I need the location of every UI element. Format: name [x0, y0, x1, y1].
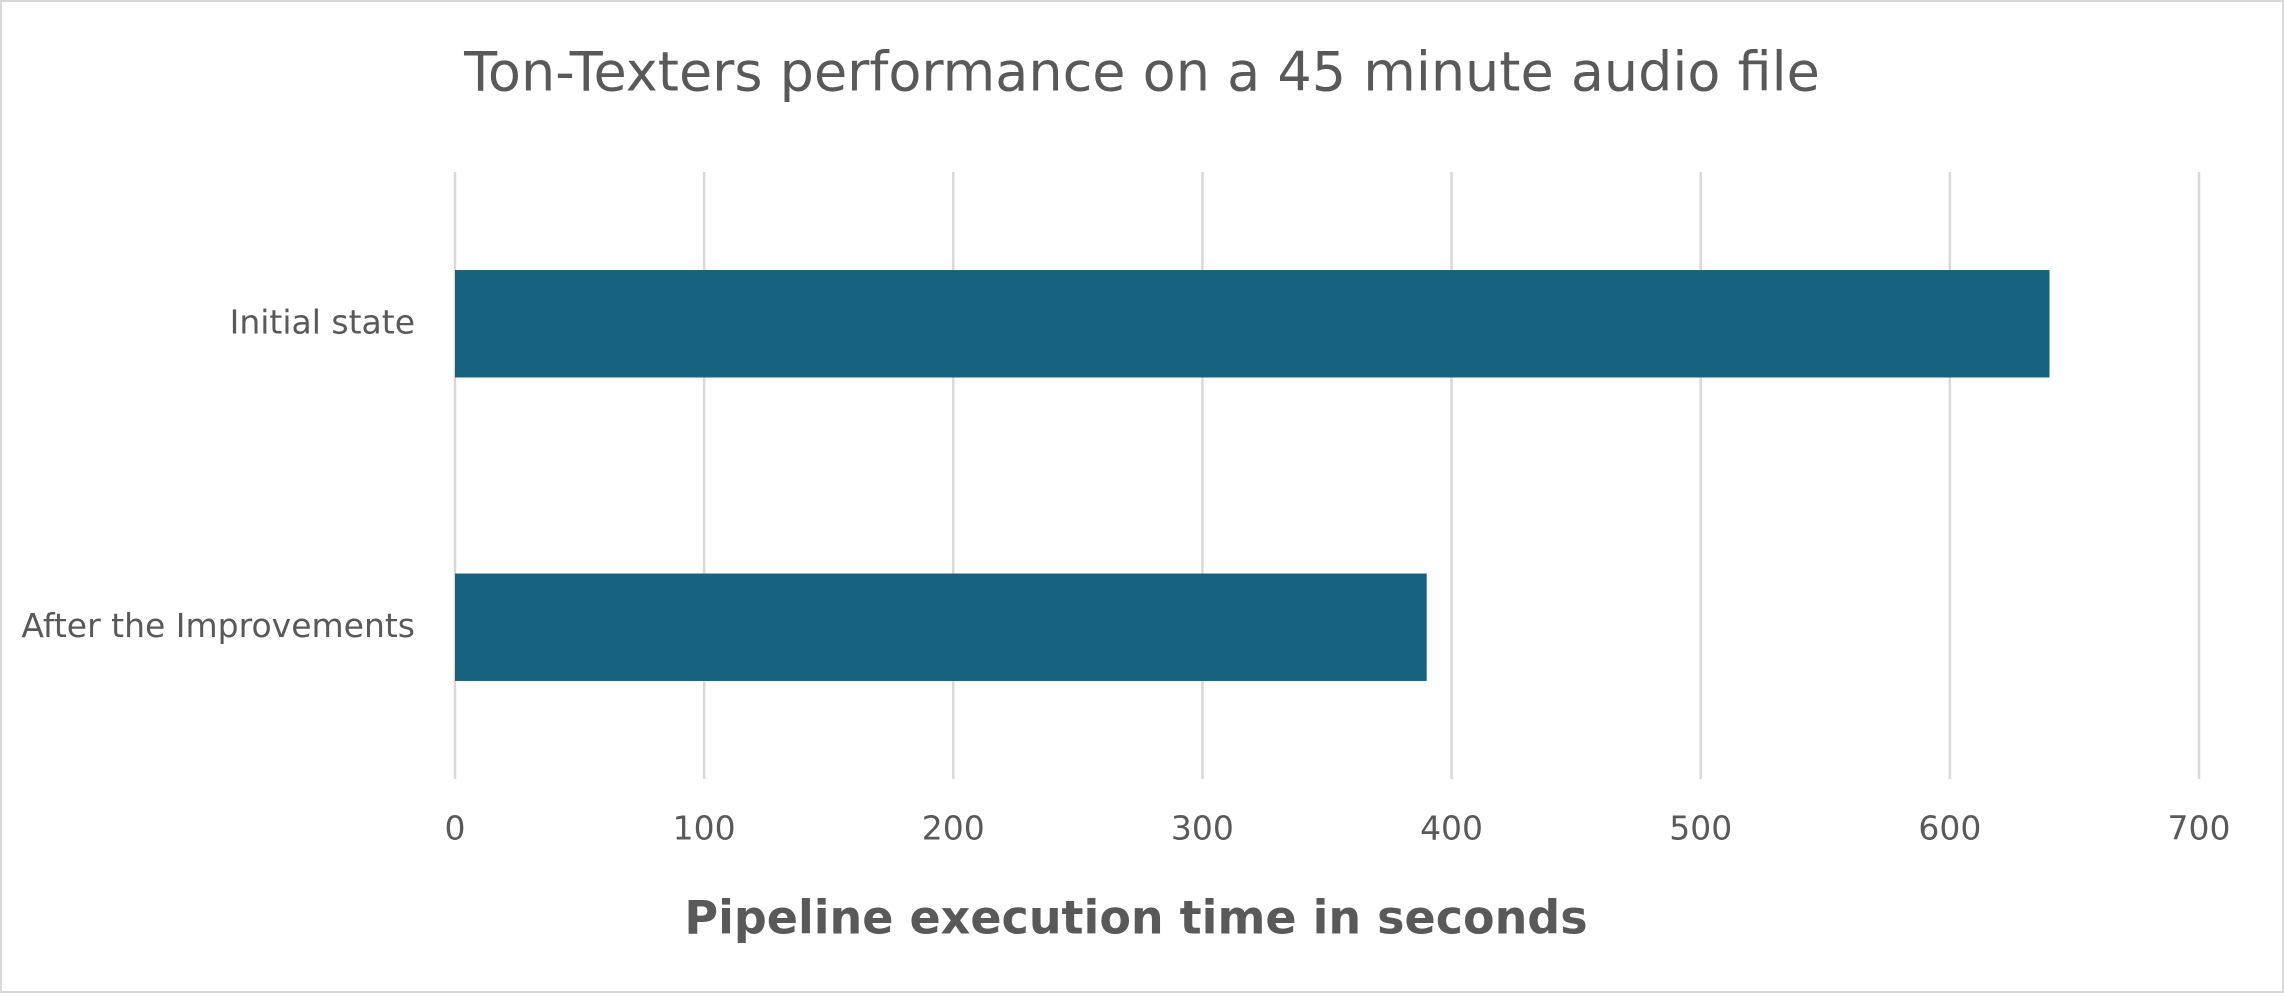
x-tick-label: 700 [2168, 809, 2231, 848]
x-tick-label: 100 [673, 809, 736, 848]
x-tick-label: 500 [1669, 809, 1732, 848]
x-tick-label: 200 [922, 809, 985, 848]
chart-title: Ton-Texters performance on a 45 minute a… [463, 41, 1820, 104]
bar [455, 573, 1427, 681]
x-tick-label: 300 [1171, 809, 1234, 848]
y-tick-label: After the Improvements [21, 606, 415, 645]
x-tick-label: 400 [1420, 809, 1483, 848]
x-axis-title: Pipeline execution time in seconds [684, 891, 1587, 945]
bar [455, 270, 2050, 378]
y-tick-label: Initial state [230, 302, 415, 341]
x-tick-label: 0 [445, 809, 466, 848]
x-tick-label: 600 [1918, 809, 1981, 848]
